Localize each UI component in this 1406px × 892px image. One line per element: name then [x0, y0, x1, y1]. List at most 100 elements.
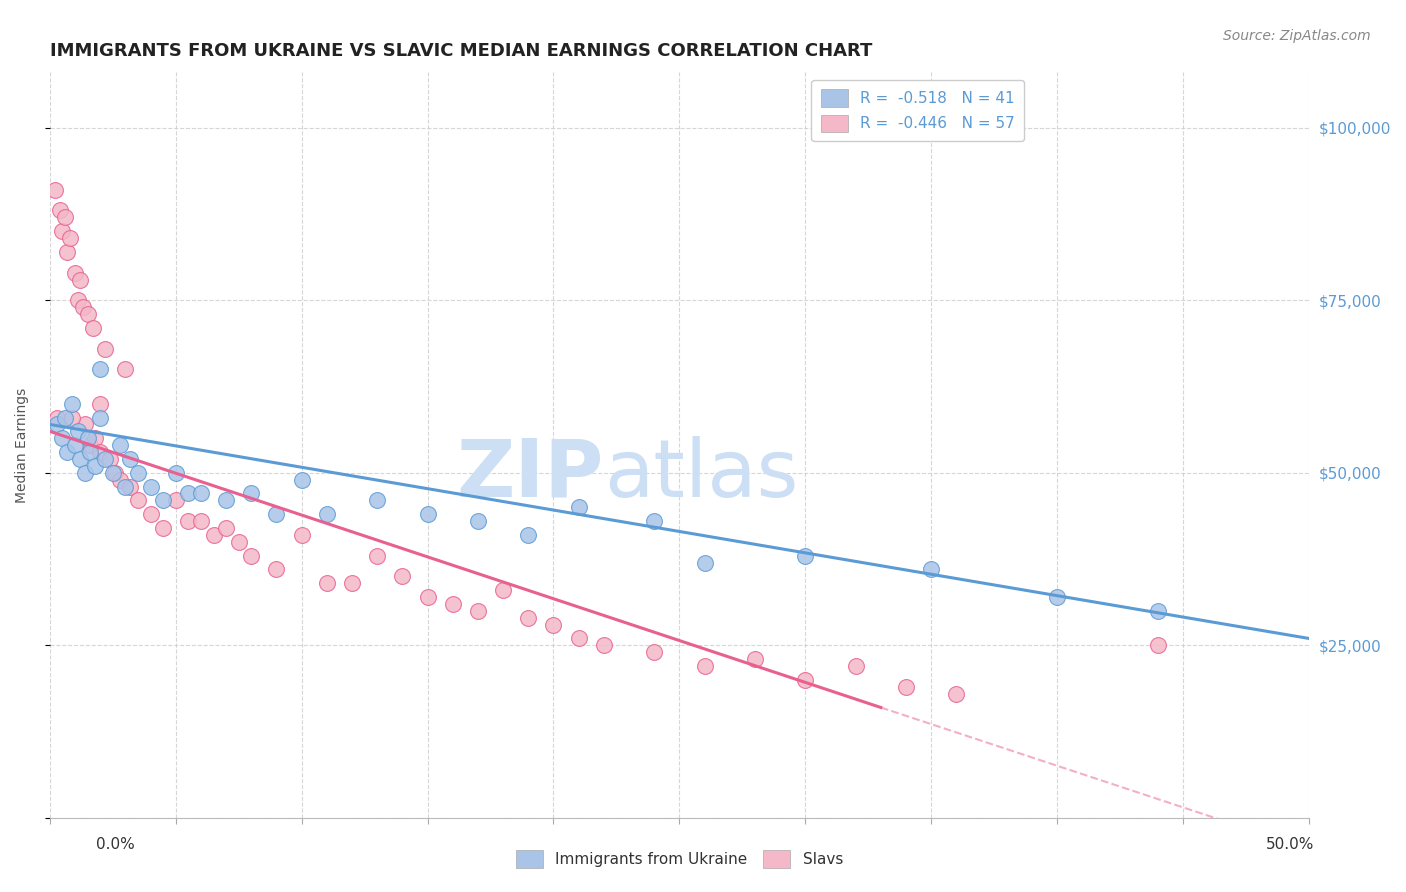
Text: IMMIGRANTS FROM UKRAINE VS SLAVIC MEDIAN EARNINGS CORRELATION CHART: IMMIGRANTS FROM UKRAINE VS SLAVIC MEDIAN… — [49, 42, 872, 60]
Point — [89, 397, 111, 411]
Point — [643, 514, 665, 528]
Point — [391, 569, 413, 583]
Point — [467, 604, 489, 618]
Point — [59, 231, 82, 245]
Point — [794, 673, 817, 687]
Point — [127, 466, 149, 480]
Point — [89, 362, 111, 376]
Point — [53, 410, 76, 425]
Text: ZIP: ZIP — [457, 436, 603, 514]
Y-axis label: Median Earnings: Median Earnings — [15, 387, 30, 503]
Point — [568, 500, 591, 515]
Point — [76, 431, 98, 445]
Point — [266, 507, 288, 521]
Point — [120, 480, 142, 494]
Point — [139, 480, 162, 494]
Point — [291, 528, 314, 542]
Point — [920, 562, 942, 576]
Point — [592, 638, 614, 652]
Point — [215, 493, 238, 508]
Point — [114, 362, 136, 376]
Point — [66, 425, 89, 439]
Point — [315, 576, 337, 591]
Point — [84, 458, 107, 473]
Point — [94, 342, 117, 356]
Point — [56, 445, 79, 459]
Legend: R =  -0.518   N = 41, R =  -0.446   N = 57: R = -0.518 N = 41, R = -0.446 N = 57 — [811, 80, 1024, 141]
Point — [693, 659, 716, 673]
Point — [53, 211, 76, 225]
Point — [139, 507, 162, 521]
Point — [66, 293, 89, 308]
Point — [110, 438, 132, 452]
Point — [416, 590, 439, 604]
Point — [76, 307, 98, 321]
Point — [568, 632, 591, 646]
Point — [165, 466, 187, 480]
Point — [101, 466, 124, 480]
Point — [79, 438, 101, 452]
Point — [98, 452, 121, 467]
Point — [190, 486, 212, 500]
Point — [315, 507, 337, 521]
Point — [49, 203, 72, 218]
Point — [945, 687, 967, 701]
Point — [416, 507, 439, 521]
Point — [441, 597, 464, 611]
Point — [75, 466, 97, 480]
Point — [177, 486, 200, 500]
Point — [127, 493, 149, 508]
Point — [84, 431, 107, 445]
Point — [228, 534, 250, 549]
Point — [94, 452, 117, 467]
Point — [89, 445, 111, 459]
Text: Source: ZipAtlas.com: Source: ZipAtlas.com — [1223, 29, 1371, 44]
Text: 50.0%: 50.0% — [1267, 837, 1315, 852]
Point — [543, 617, 565, 632]
Point — [1146, 604, 1168, 618]
Point — [492, 583, 515, 598]
Point — [215, 521, 238, 535]
Point — [517, 528, 540, 542]
Point — [190, 514, 212, 528]
Point — [366, 493, 388, 508]
Point — [51, 431, 73, 445]
Point — [62, 397, 84, 411]
Point — [56, 244, 79, 259]
Point — [89, 410, 111, 425]
Point — [110, 473, 132, 487]
Point — [1046, 590, 1069, 604]
Text: atlas: atlas — [603, 436, 799, 514]
Point — [63, 266, 86, 280]
Point — [104, 466, 127, 480]
Point — [845, 659, 868, 673]
Point — [165, 493, 187, 508]
Point — [82, 321, 104, 335]
Point — [72, 300, 94, 314]
Point — [114, 480, 136, 494]
Point — [177, 514, 200, 528]
Point — [152, 493, 174, 508]
Text: 0.0%: 0.0% — [96, 837, 135, 852]
Point — [1146, 638, 1168, 652]
Point — [62, 410, 84, 425]
Point — [51, 224, 73, 238]
Point — [643, 645, 665, 659]
Point — [75, 417, 97, 432]
Point — [794, 549, 817, 563]
Point — [266, 562, 288, 576]
Point — [291, 473, 314, 487]
Point — [120, 452, 142, 467]
Point — [44, 183, 66, 197]
Point — [693, 556, 716, 570]
Point — [46, 417, 69, 432]
Point — [79, 445, 101, 459]
Point — [69, 452, 91, 467]
Point — [744, 652, 766, 666]
Point — [69, 272, 91, 286]
Point — [63, 438, 86, 452]
Point — [340, 576, 363, 591]
Point — [467, 514, 489, 528]
Point — [517, 611, 540, 625]
Point — [240, 549, 263, 563]
